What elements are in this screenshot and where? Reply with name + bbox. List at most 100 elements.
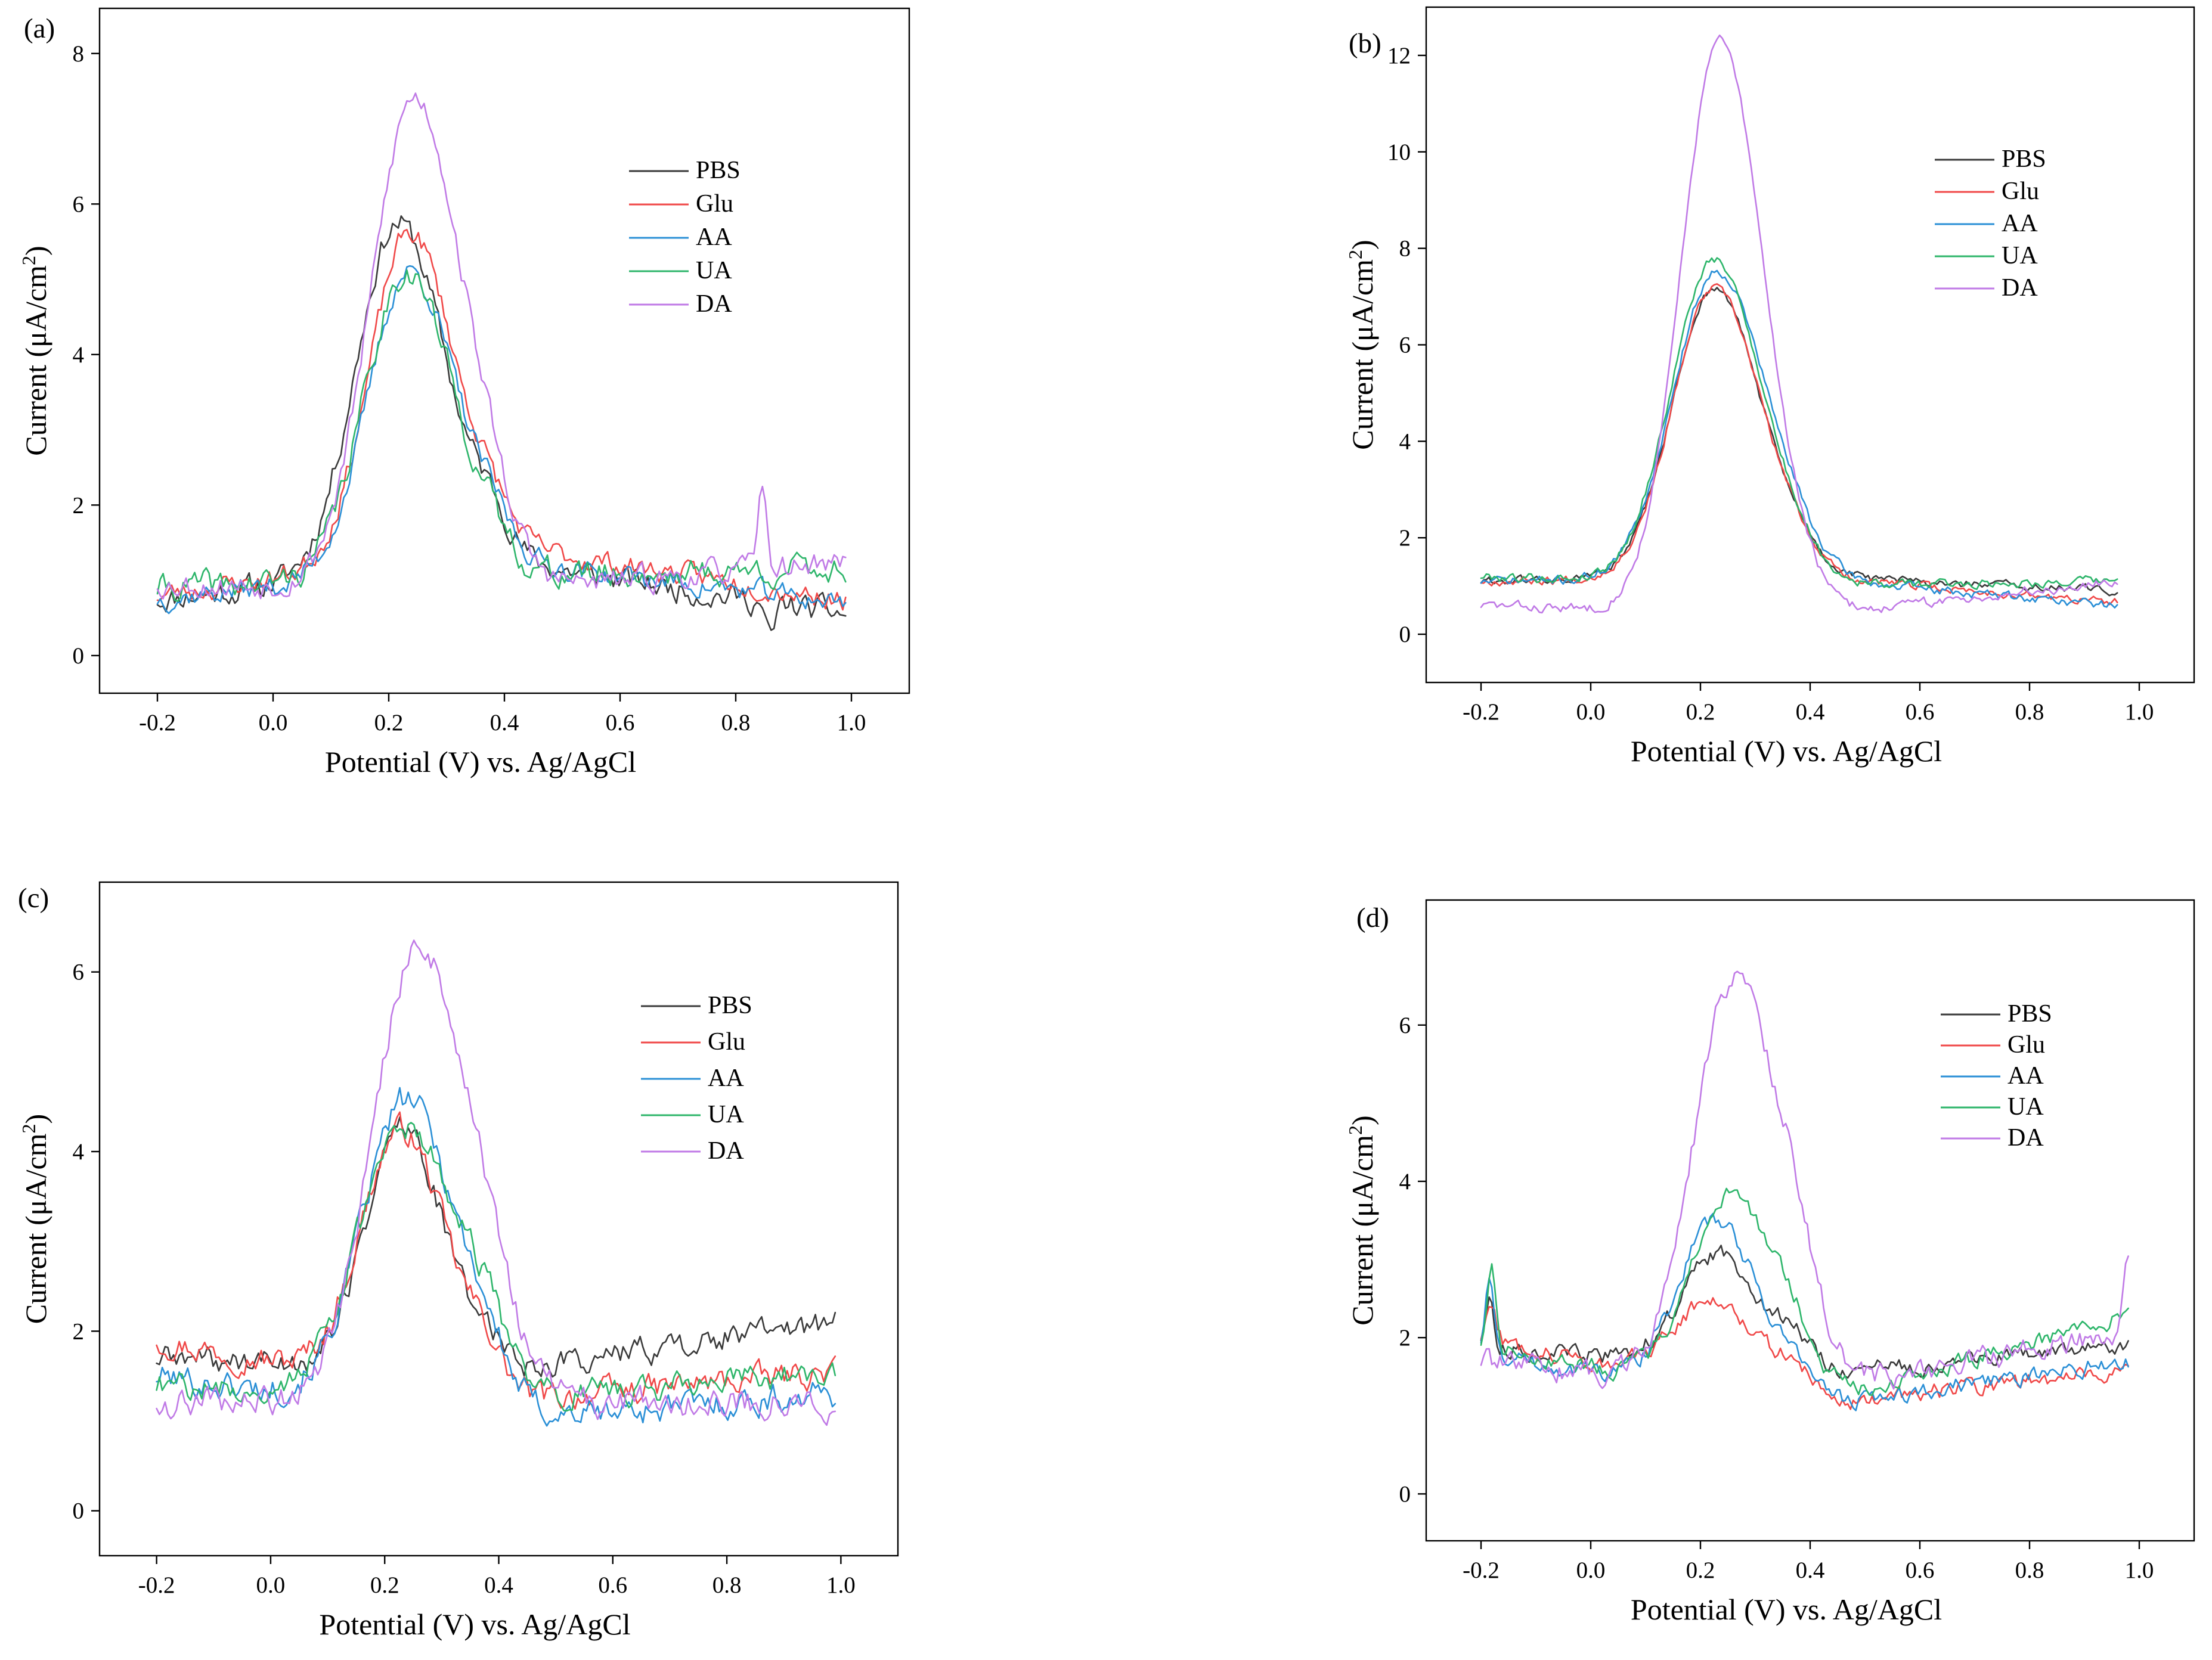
x-axis-label: Potential (V) vs. Ag/AgCl xyxy=(325,745,636,778)
series-line-da xyxy=(1480,34,2118,614)
x-tick-label: 0.2 xyxy=(1686,699,1715,725)
panel-label: (c) xyxy=(18,883,49,914)
y-tick-label: 10 xyxy=(1387,139,1411,165)
panel-label: (b) xyxy=(1349,28,1381,59)
x-tick-label: 0.8 xyxy=(2015,699,2044,725)
y-tick-label: 8 xyxy=(73,41,85,67)
x-tick-label: 0.8 xyxy=(721,710,751,736)
y-tick-label: 4 xyxy=(1399,1169,1411,1194)
x-tick-label: 0.0 xyxy=(1576,699,1606,725)
y-tick-label: 2 xyxy=(1399,1325,1411,1351)
x-axis-label: Potential (V) vs. Ag/AgCl xyxy=(319,1608,630,1641)
x-tick-label: 0.8 xyxy=(2015,1557,2044,1583)
x-tick-label: 0.0 xyxy=(256,1572,286,1598)
legend-label-da: DA xyxy=(708,1137,744,1165)
x-tick-label: 0.4 xyxy=(1796,699,1825,725)
panel-label: (a) xyxy=(24,13,55,44)
x-tick-label: 0.6 xyxy=(606,710,635,736)
plot-frame xyxy=(98,881,899,1557)
x-tick-label: 1.0 xyxy=(2125,1557,2154,1583)
series-line-aa xyxy=(1480,269,2118,609)
x-tick-label: 0.6 xyxy=(1906,1557,1935,1583)
y-axis-label: Current (μA/cm2) xyxy=(1344,240,1379,449)
x-tick-label: 1.0 xyxy=(837,710,866,736)
legend-label-aa: AA xyxy=(696,224,732,251)
y-tick-label: 8 xyxy=(1399,236,1411,262)
series-line-pbs xyxy=(1480,287,2118,597)
series-line-ua xyxy=(1480,257,2118,590)
y-tick-label: 4 xyxy=(73,342,85,368)
x-tick-label: -0.2 xyxy=(138,1572,175,1598)
panel-label: (d) xyxy=(1356,902,1389,933)
y-tick-label: 2 xyxy=(73,492,85,518)
legend-label-da: DA xyxy=(2007,1124,2044,1152)
series-line-glu xyxy=(1480,1297,2129,1410)
y-axis-label: Current (μA/cm2) xyxy=(18,1114,52,1324)
y-tick-label: 12 xyxy=(1387,43,1411,69)
legend-label-pbs: PBS xyxy=(2002,145,2046,173)
legend-label-aa: AA xyxy=(708,1065,744,1092)
x-tick-label: 0.2 xyxy=(370,1572,399,1598)
series-line-glu xyxy=(156,228,847,611)
y-axis-label: Current (μA/cm2) xyxy=(18,246,52,455)
y-tick-label: 0 xyxy=(73,643,85,669)
plot-frame xyxy=(1425,6,2195,684)
x-tick-label: 0.8 xyxy=(712,1572,742,1598)
legend-label-glu: Glu xyxy=(708,1028,745,1056)
y-tick-label: 6 xyxy=(73,191,85,217)
series-line-ua xyxy=(156,269,847,603)
legend-label-ua: UA xyxy=(708,1101,744,1128)
series-line-da xyxy=(156,92,847,600)
x-tick-label: 0.4 xyxy=(490,710,519,736)
legend-label-pbs: PBS xyxy=(708,992,752,1019)
legend-label-da: DA xyxy=(696,290,732,318)
y-tick-label: 4 xyxy=(1399,429,1411,454)
series-line-ua xyxy=(156,1122,837,1412)
y-tick-label: 4 xyxy=(73,1139,85,1165)
legend-label-pbs: PBS xyxy=(2007,1000,2052,1028)
x-tick-label: -0.2 xyxy=(1463,1557,1500,1583)
y-tick-label: 0 xyxy=(73,1498,85,1524)
x-tick-label: 0.0 xyxy=(259,710,288,736)
legend-label-ua: UA xyxy=(2007,1093,2044,1121)
x-tick-label: 0.4 xyxy=(1796,1557,1825,1583)
x-tick-label: 0.6 xyxy=(1906,699,1935,725)
legend-label-glu: Glu xyxy=(2007,1031,2045,1059)
x-axis-label: Potential (V) vs. Ag/AgCl xyxy=(1631,1593,1942,1626)
x-axis-label: Potential (V) vs. Ag/AgCl xyxy=(1631,734,1942,768)
series-line-da xyxy=(156,939,837,1426)
x-tick-label: 1.0 xyxy=(2125,699,2154,725)
x-tick-label: 0.4 xyxy=(484,1572,513,1598)
x-tick-label: 0.2 xyxy=(374,710,404,736)
y-tick-label: 0 xyxy=(1399,1481,1411,1507)
series-line-aa xyxy=(156,265,847,615)
series-line-glu xyxy=(156,1111,837,1410)
series-line-da xyxy=(1480,970,2129,1390)
x-tick-label: 1.0 xyxy=(826,1572,856,1598)
x-tick-label: 0.2 xyxy=(1686,1557,1715,1583)
y-axis-label: Current (μA/cm2) xyxy=(1344,1115,1379,1325)
series-line-aa xyxy=(156,1087,837,1427)
y-tick-label: 2 xyxy=(73,1318,85,1344)
legend-label-pbs: PBS xyxy=(696,157,741,184)
y-tick-label: 6 xyxy=(73,960,85,985)
x-tick-label: -0.2 xyxy=(1463,699,1500,725)
y-tick-label: 6 xyxy=(1399,1013,1411,1038)
chart-panel-3: (c) -0.2 0.0 0.2 0.4 0.6 0.8 1.0 0 2 4 6 Potential (… xyxy=(18,881,899,1641)
legend-label-glu: Glu xyxy=(2002,178,2039,205)
series-line-glu xyxy=(1480,283,2118,606)
x-tick-label: 0.0 xyxy=(1576,1557,1606,1583)
legend-label-glu: Glu xyxy=(696,190,733,218)
legend-label-ua: UA xyxy=(696,257,732,284)
legend-label-ua: UA xyxy=(2002,242,2038,269)
y-tick-label: 2 xyxy=(1399,525,1411,551)
legend-label-aa: AA xyxy=(2007,1062,2044,1090)
legend-label-da: DA xyxy=(2002,274,2038,302)
y-tick-label: 6 xyxy=(1399,333,1411,358)
series-line-pbs xyxy=(156,215,847,631)
chart-panel-4: (d) -0.2 0.0 0.2 0.4 0.6 0.8 1.0 0 2 4 6 Potential (… xyxy=(1344,899,2195,1626)
legend-label-aa: AA xyxy=(2002,210,2038,237)
x-tick-label: -0.2 xyxy=(139,710,176,736)
y-tick-label: 0 xyxy=(1399,622,1411,647)
